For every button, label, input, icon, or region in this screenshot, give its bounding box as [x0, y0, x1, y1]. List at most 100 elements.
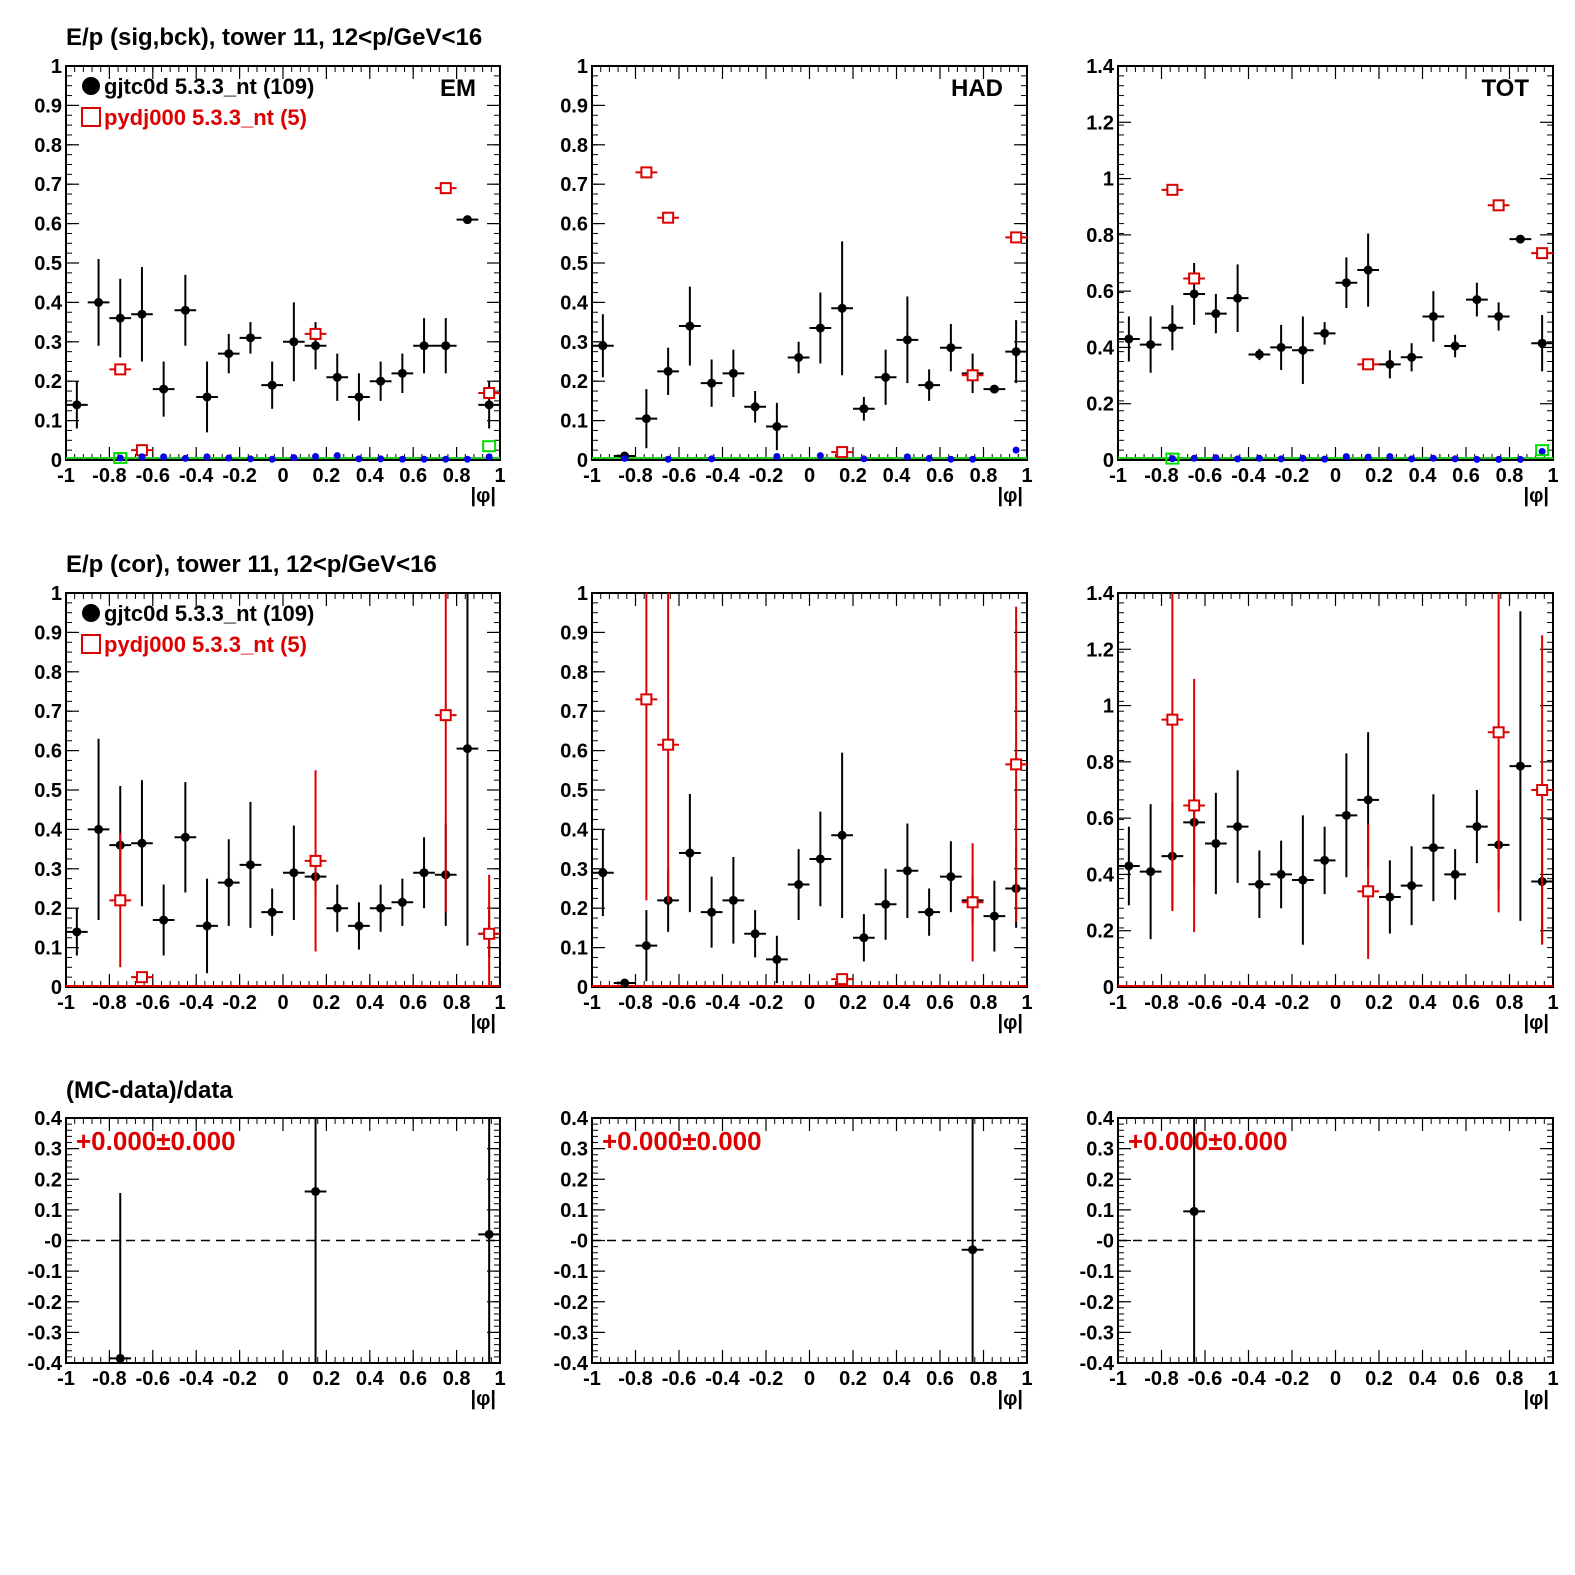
data-point: [859, 404, 869, 414]
x-tick-label: -0.4: [1231, 1368, 1266, 1390]
data-point: [332, 372, 342, 382]
bck-data-point: [160, 453, 168, 461]
x-tick-label: 0.2: [1365, 992, 1393, 1014]
x-tick-label: 0.6: [399, 1368, 427, 1390]
y-tick-label: 0.5: [560, 780, 588, 802]
mc-point: [1536, 247, 1549, 260]
data-point: [137, 309, 147, 319]
data-point: [620, 978, 630, 988]
bck-data-point: [1473, 455, 1481, 463]
bck-data-point: [1386, 453, 1394, 461]
mc-point: [1010, 231, 1023, 244]
x-axis-label: |φ|: [998, 485, 1024, 507]
x-tick-label: -0.8: [92, 465, 126, 487]
x-axis-label: |φ|: [1524, 1012, 1550, 1034]
data-point: [376, 376, 386, 386]
mc-point: [1166, 713, 1179, 726]
data-point: [289, 337, 299, 347]
data-point: [1385, 892, 1395, 902]
x-tick-label: -0.4: [1231, 992, 1266, 1014]
data-point: [1385, 359, 1395, 369]
x-tick-label: -0.2: [749, 992, 783, 1014]
legend-label: pydj000 5.3.3_nt (5): [104, 105, 307, 130]
panel-sigbck-had: -1 -0.8 -0.6 -0.4 -0.2 0 0.2 0.4 0.6 0.8 1 0 0.1 0.2 0…: [560, 56, 1032, 507]
y-tick-label: 0.2: [1086, 394, 1114, 416]
data-point: [750, 402, 760, 412]
bck-data-point: [138, 453, 146, 461]
data-point: [1276, 342, 1286, 352]
bck-mc-point: [1535, 444, 1550, 457]
y-tick-label: 0: [1103, 450, 1114, 472]
x-tick-label: 0.4: [1409, 465, 1438, 487]
data-point: [332, 903, 342, 913]
x-tick-label: 0: [804, 1368, 815, 1390]
mc-point: [309, 327, 322, 340]
data-point: [1254, 879, 1264, 889]
data-point: [1428, 311, 1438, 321]
x-axis-label: |φ|: [471, 1388, 497, 1410]
data-point: [641, 941, 651, 951]
panel-cor-em: -1 -0.8 -0.6 -0.4 -0.2 0 0.2 0.4 0.6 0.8 1 0 0.1 0.2 0…: [34, 583, 505, 1034]
x-tick-label: -0.8: [92, 992, 126, 1014]
y-tick-label: 0.6: [1086, 808, 1114, 830]
bck-data-point: [1451, 455, 1459, 463]
data-point: [72, 400, 82, 410]
bck-data-point: [925, 454, 933, 462]
x-tick-label: 0.2: [312, 1368, 340, 1390]
bck-mc-point: [113, 452, 128, 465]
x-tick-label: -1: [57, 992, 75, 1014]
y-tick-label: 0.3: [1086, 1139, 1114, 1161]
x-tick-label: -0.2: [222, 992, 256, 1014]
x-axis-label: |φ|: [1524, 1388, 1550, 1410]
y-tick-label: 0.5: [34, 780, 62, 802]
y-tick-label: 1: [577, 583, 588, 605]
data-point: [397, 897, 407, 907]
y-tick-label: 0.9: [34, 622, 62, 644]
y-tick-label: -0.2: [28, 1292, 62, 1314]
data-point: [484, 1229, 494, 1239]
legend-marker-data: [82, 604, 100, 622]
data-point: [772, 954, 782, 964]
data-point: [1011, 347, 1021, 357]
y-tick-label: 0.6: [560, 214, 588, 236]
data-point: [1472, 822, 1482, 832]
y-tick-label: -0: [44, 1231, 62, 1253]
x-tick-label: -0.6: [662, 1368, 696, 1390]
x-tick-label: -0.6: [662, 992, 696, 1014]
x-tick-label: -0.8: [618, 1368, 652, 1390]
panel-ratio-tot: -1 -0.8 -0.6 -0.4 -0.2 0 0.2 0.4 0.6 0.8 1 -0.4 -0.3…: [1080, 1108, 1559, 1410]
bck-data-point: [1495, 455, 1503, 463]
data-point: [750, 929, 760, 939]
bck-data-point: [969, 455, 977, 463]
bck-data-point: [377, 455, 385, 463]
data-point: [180, 305, 190, 315]
bck-data-point: [1516, 455, 1524, 463]
data-point: [1254, 349, 1264, 359]
bck-data-point: [398, 455, 406, 463]
x-tick-label: 0.6: [399, 992, 427, 1014]
y-tick-label: 0.4: [34, 1108, 63, 1130]
x-tick-label: 0.2: [839, 992, 867, 1014]
x-tick-label: -0.4: [179, 1368, 214, 1390]
bck-data-point: [947, 455, 955, 463]
data-point: [354, 921, 364, 931]
data-point: [1298, 875, 1308, 885]
y-tick-label: 0.8: [560, 662, 588, 684]
data-point: [202, 392, 212, 402]
data-point: [902, 335, 912, 345]
y-tick-label: 0.9: [560, 95, 588, 117]
mc-point: [439, 182, 452, 195]
y-tick-label: 0: [577, 450, 588, 472]
y-tick-label: 0.2: [560, 371, 588, 393]
bck-data-point: [1321, 455, 1329, 463]
bck-data-point: [420, 455, 428, 463]
mc-point: [439, 709, 452, 722]
x-tick-label: -0.2: [222, 1368, 256, 1390]
x-tick-label: 0.4: [356, 1368, 385, 1390]
x-tick-label: 0.2: [839, 465, 867, 487]
legend-marker-mc: [81, 107, 101, 127]
mc-point: [483, 387, 496, 400]
y-tick-label: 0.3: [34, 1139, 62, 1161]
bck-data-point: [708, 455, 716, 463]
x-tick-label: 0: [277, 992, 288, 1014]
